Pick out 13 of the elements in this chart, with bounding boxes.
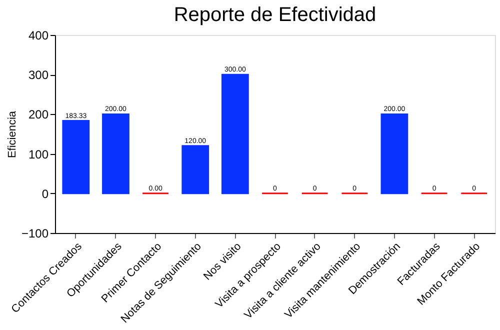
bar <box>102 113 130 194</box>
bar <box>380 113 408 194</box>
y-tick-label: 100 <box>28 147 49 162</box>
y-tick-label: 0 <box>42 186 49 201</box>
y-tick-label: 200 <box>28 108 49 122</box>
y-axis-title: Eficiencia <box>6 110 18 158</box>
bar <box>221 74 249 194</box>
bar <box>182 145 210 194</box>
bar <box>62 120 90 194</box>
y-tick-label: 400 <box>28 28 49 42</box>
chart-title: Reporte de Efectividad <box>174 4 376 26</box>
y-tick-label: 300 <box>28 68 49 82</box>
y-tick-label: −100 <box>21 226 49 240</box>
